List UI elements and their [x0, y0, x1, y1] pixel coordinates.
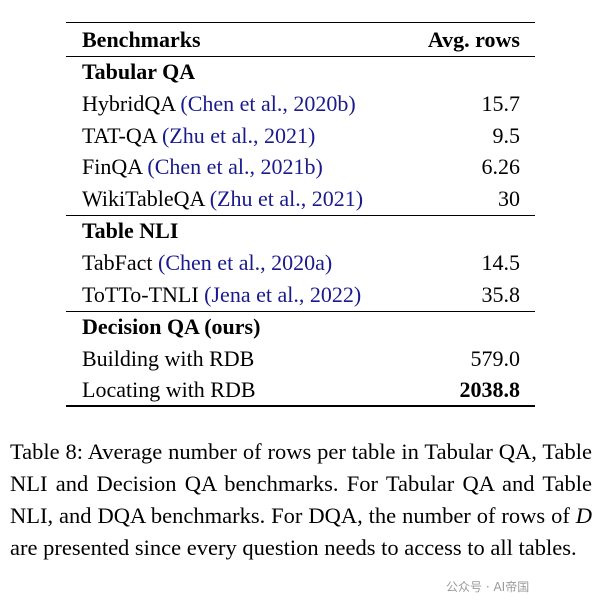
row-label: HybridQA (Chen et al., 2020b): [82, 91, 356, 117]
benchmark-name: FinQA: [82, 154, 142, 180]
row-label: TAT-QA (Zhu et al., 2021): [82, 123, 315, 149]
row-label: ToTTo-TNLI (Jena et al., 2022): [82, 282, 361, 308]
row-value: 35.8: [481, 281, 521, 307]
row-label: FinQA (Chen et al., 2021b): [82, 154, 323, 180]
row-label: Locating with RDB: [82, 377, 256, 403]
citation: (Zhu et al., 2021): [161, 122, 316, 148]
caption: Table 8: Average number of rows per tabl…: [10, 436, 592, 564]
caption-text: are presented since every question needs…: [10, 535, 577, 560]
benchmark-name: ToTTo-TNLI: [82, 281, 199, 307]
row-label: WikiTableQA (Zhu et al., 2021): [82, 186, 363, 212]
row-value: 15.7: [481, 90, 521, 116]
table-rule: [66, 310, 535, 312]
benchmark-name: TAT-QA: [82, 122, 157, 148]
table-rule: [66, 22, 535, 24]
citation: (Chen et al., 2021b): [147, 154, 323, 180]
citation: (Chen et al., 2020b): [180, 90, 356, 116]
table-rule: [66, 56, 535, 57]
table-rule: [66, 405, 535, 407]
header-cell: Avg. rows: [427, 27, 520, 52]
benchmark-name: HybridQA: [82, 90, 175, 116]
row-value: 14.5: [481, 250, 521, 275]
row-label: TabFact (Chen et al., 2020a): [82, 250, 332, 276]
caption-symbol: D: [575, 503, 592, 528]
table-rule: [66, 215, 535, 217]
section-title: Table NLI: [82, 218, 179, 244]
watermark: 公众号 · AI帝国: [446, 580, 530, 594]
benchmark-name: WikiTableQA: [82, 186, 205, 212]
row-value: 2038.8: [459, 377, 521, 403]
caption-text: Table 8: Average number of rows per tabl…: [10, 439, 592, 528]
section-title: Tabular QA: [82, 59, 196, 84]
benchmark-name: Building with RDB: [82, 345, 255, 371]
row-value: 6.26: [481, 154, 521, 180]
row-value: 9.5: [492, 122, 521, 148]
citation: (Zhu et al., 2021): [209, 186, 364, 212]
row-label: Building with RDB: [82, 346, 254, 372]
row-value: 579.0: [470, 345, 521, 371]
header-cell: Benchmarks: [82, 27, 201, 52]
citation: (Chen et al., 2020a): [158, 250, 333, 275]
citation: (Jena et al., 2022): [204, 281, 362, 307]
benchmark-name: Locating with RDB: [82, 377, 256, 403]
row-value: 30: [498, 186, 520, 212]
benchmark-name: TabFact: [82, 250, 153, 275]
section-title: Decision QA (ours): [82, 313, 261, 339]
